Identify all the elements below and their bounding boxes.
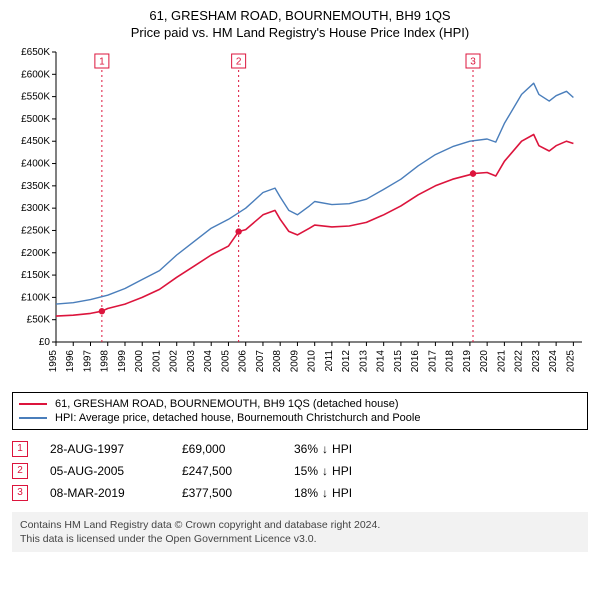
svg-text:1996: 1996 <box>65 350 76 373</box>
svg-text:1997: 1997 <box>82 350 93 373</box>
svg-text:£200K: £200K <box>21 248 50 259</box>
svg-text:2016: 2016 <box>410 350 421 373</box>
event-row: 1 28-AUG-1997 £69,000 36% ↓ HPI <box>12 438 588 460</box>
svg-text:2021: 2021 <box>496 350 507 373</box>
legend: 61, GRESHAM ROAD, BOURNEMOUTH, BH9 1QS (… <box>12 392 588 430</box>
event-row: 2 05-AUG-2005 £247,500 15% ↓ HPI <box>12 460 588 482</box>
footer-line-1: Contains HM Land Registry data © Crown c… <box>20 518 580 532</box>
event-delta-suffix: HPI <box>332 442 352 456</box>
event-date: 08-MAR-2019 <box>50 486 160 500</box>
svg-text:£500K: £500K <box>21 114 50 125</box>
svg-text:2: 2 <box>236 57 242 68</box>
down-arrow-icon: ↓ <box>322 464 328 478</box>
svg-text:2015: 2015 <box>393 350 404 373</box>
svg-text:2012: 2012 <box>341 350 352 373</box>
svg-text:£350K: £350K <box>21 181 50 192</box>
chart-plot: £0 £50K £100K £150K £200K £250K £300K £350K £400… <box>8 46 592 386</box>
event-price: £247,500 <box>182 464 272 478</box>
svg-text:£550K: £550K <box>21 92 50 103</box>
svg-text:1995: 1995 <box>48 350 59 373</box>
event-delta: 36% ↓ HPI <box>294 442 352 456</box>
svg-text:£450K: £450K <box>21 136 50 147</box>
event-marker: 2 <box>12 463 28 479</box>
event-delta-suffix: HPI <box>332 464 352 478</box>
event-delta-suffix: HPI <box>332 486 352 500</box>
event-date: 28-AUG-1997 <box>50 442 160 456</box>
svg-text:2004: 2004 <box>203 350 214 373</box>
svg-text:3: 3 <box>470 57 476 68</box>
svg-text:2001: 2001 <box>151 350 162 373</box>
svg-text:£150K: £150K <box>21 270 50 281</box>
svg-text:£100K: £100K <box>21 292 50 303</box>
svg-text:2007: 2007 <box>255 350 266 373</box>
chart-svg: £0 £50K £100K £150K £200K £250K £300K £350K £400… <box>8 46 592 386</box>
svg-text:£650K: £650K <box>21 47 50 58</box>
svg-text:2025: 2025 <box>565 350 576 373</box>
event-price: £69,000 <box>182 442 272 456</box>
legend-swatch <box>19 403 47 405</box>
svg-text:2022: 2022 <box>514 350 525 373</box>
svg-text:2018: 2018 <box>445 350 456 373</box>
svg-text:2017: 2017 <box>427 350 438 373</box>
footer-attribution: Contains HM Land Registry data © Crown c… <box>12 512 588 552</box>
svg-text:2011: 2011 <box>324 350 335 372</box>
svg-text:£50K: £50K <box>27 315 51 326</box>
svg-text:£400K: £400K <box>21 159 50 170</box>
footer-line-2: This data is licensed under the Open Gov… <box>20 532 580 546</box>
svg-text:£600K: £600K <box>21 69 50 80</box>
svg-text:2023: 2023 <box>531 350 542 373</box>
event-marker: 3 <box>12 485 28 501</box>
event-delta: 18% ↓ HPI <box>294 486 352 500</box>
event-marker: 1 <box>12 441 28 457</box>
svg-text:2024: 2024 <box>548 350 559 373</box>
svg-text:2020: 2020 <box>479 350 490 373</box>
chart-subtitle: Price paid vs. HM Land Registry's House … <box>8 25 592 40</box>
event-delta-pct: 15% <box>294 464 318 478</box>
svg-text:2014: 2014 <box>376 350 387 373</box>
event-row: 3 08-MAR-2019 £377,500 18% ↓ HPI <box>12 482 588 504</box>
event-date: 05-AUG-2005 <box>50 464 160 478</box>
svg-text:£250K: £250K <box>21 225 50 236</box>
svg-text:2010: 2010 <box>307 350 318 373</box>
svg-text:1: 1 <box>99 57 105 68</box>
legend-swatch <box>19 417 47 419</box>
svg-text:2005: 2005 <box>220 350 231 373</box>
sale-events-table: 1 28-AUG-1997 £69,000 36% ↓ HPI 2 05-AUG-2005 £2… <box>12 438 588 504</box>
event-price: £377,500 <box>182 486 272 500</box>
svg-text:2002: 2002 <box>169 350 180 373</box>
legend-row: HPI: Average price, detached house, Bour… <box>19 411 581 425</box>
legend-row: 61, GRESHAM ROAD, BOURNEMOUTH, BH9 1QS (… <box>19 397 581 411</box>
svg-text:1998: 1998 <box>100 350 111 373</box>
down-arrow-icon: ↓ <box>322 442 328 456</box>
svg-text:£0: £0 <box>39 337 51 348</box>
svg-text:2013: 2013 <box>358 350 369 373</box>
svg-text:£300K: £300K <box>21 203 50 214</box>
svg-text:2000: 2000 <box>134 350 145 373</box>
svg-text:2019: 2019 <box>462 350 473 373</box>
chart-container: 61, GRESHAM ROAD, BOURNEMOUTH, BH9 1QS P… <box>0 0 600 560</box>
legend-label: 61, GRESHAM ROAD, BOURNEMOUTH, BH9 1QS (… <box>55 398 399 410</box>
svg-text:2008: 2008 <box>272 350 283 373</box>
event-delta: 15% ↓ HPI <box>294 464 352 478</box>
svg-text:2006: 2006 <box>238 350 249 373</box>
chart-title: 61, GRESHAM ROAD, BOURNEMOUTH, BH9 1QS <box>8 8 592 23</box>
svg-text:2003: 2003 <box>186 350 197 373</box>
event-delta-pct: 36% <box>294 442 318 456</box>
legend-label: HPI: Average price, detached house, Bour… <box>55 412 420 424</box>
svg-text:1999: 1999 <box>117 350 128 373</box>
event-delta-pct: 18% <box>294 486 318 500</box>
down-arrow-icon: ↓ <box>322 486 328 500</box>
svg-text:2009: 2009 <box>289 350 300 373</box>
